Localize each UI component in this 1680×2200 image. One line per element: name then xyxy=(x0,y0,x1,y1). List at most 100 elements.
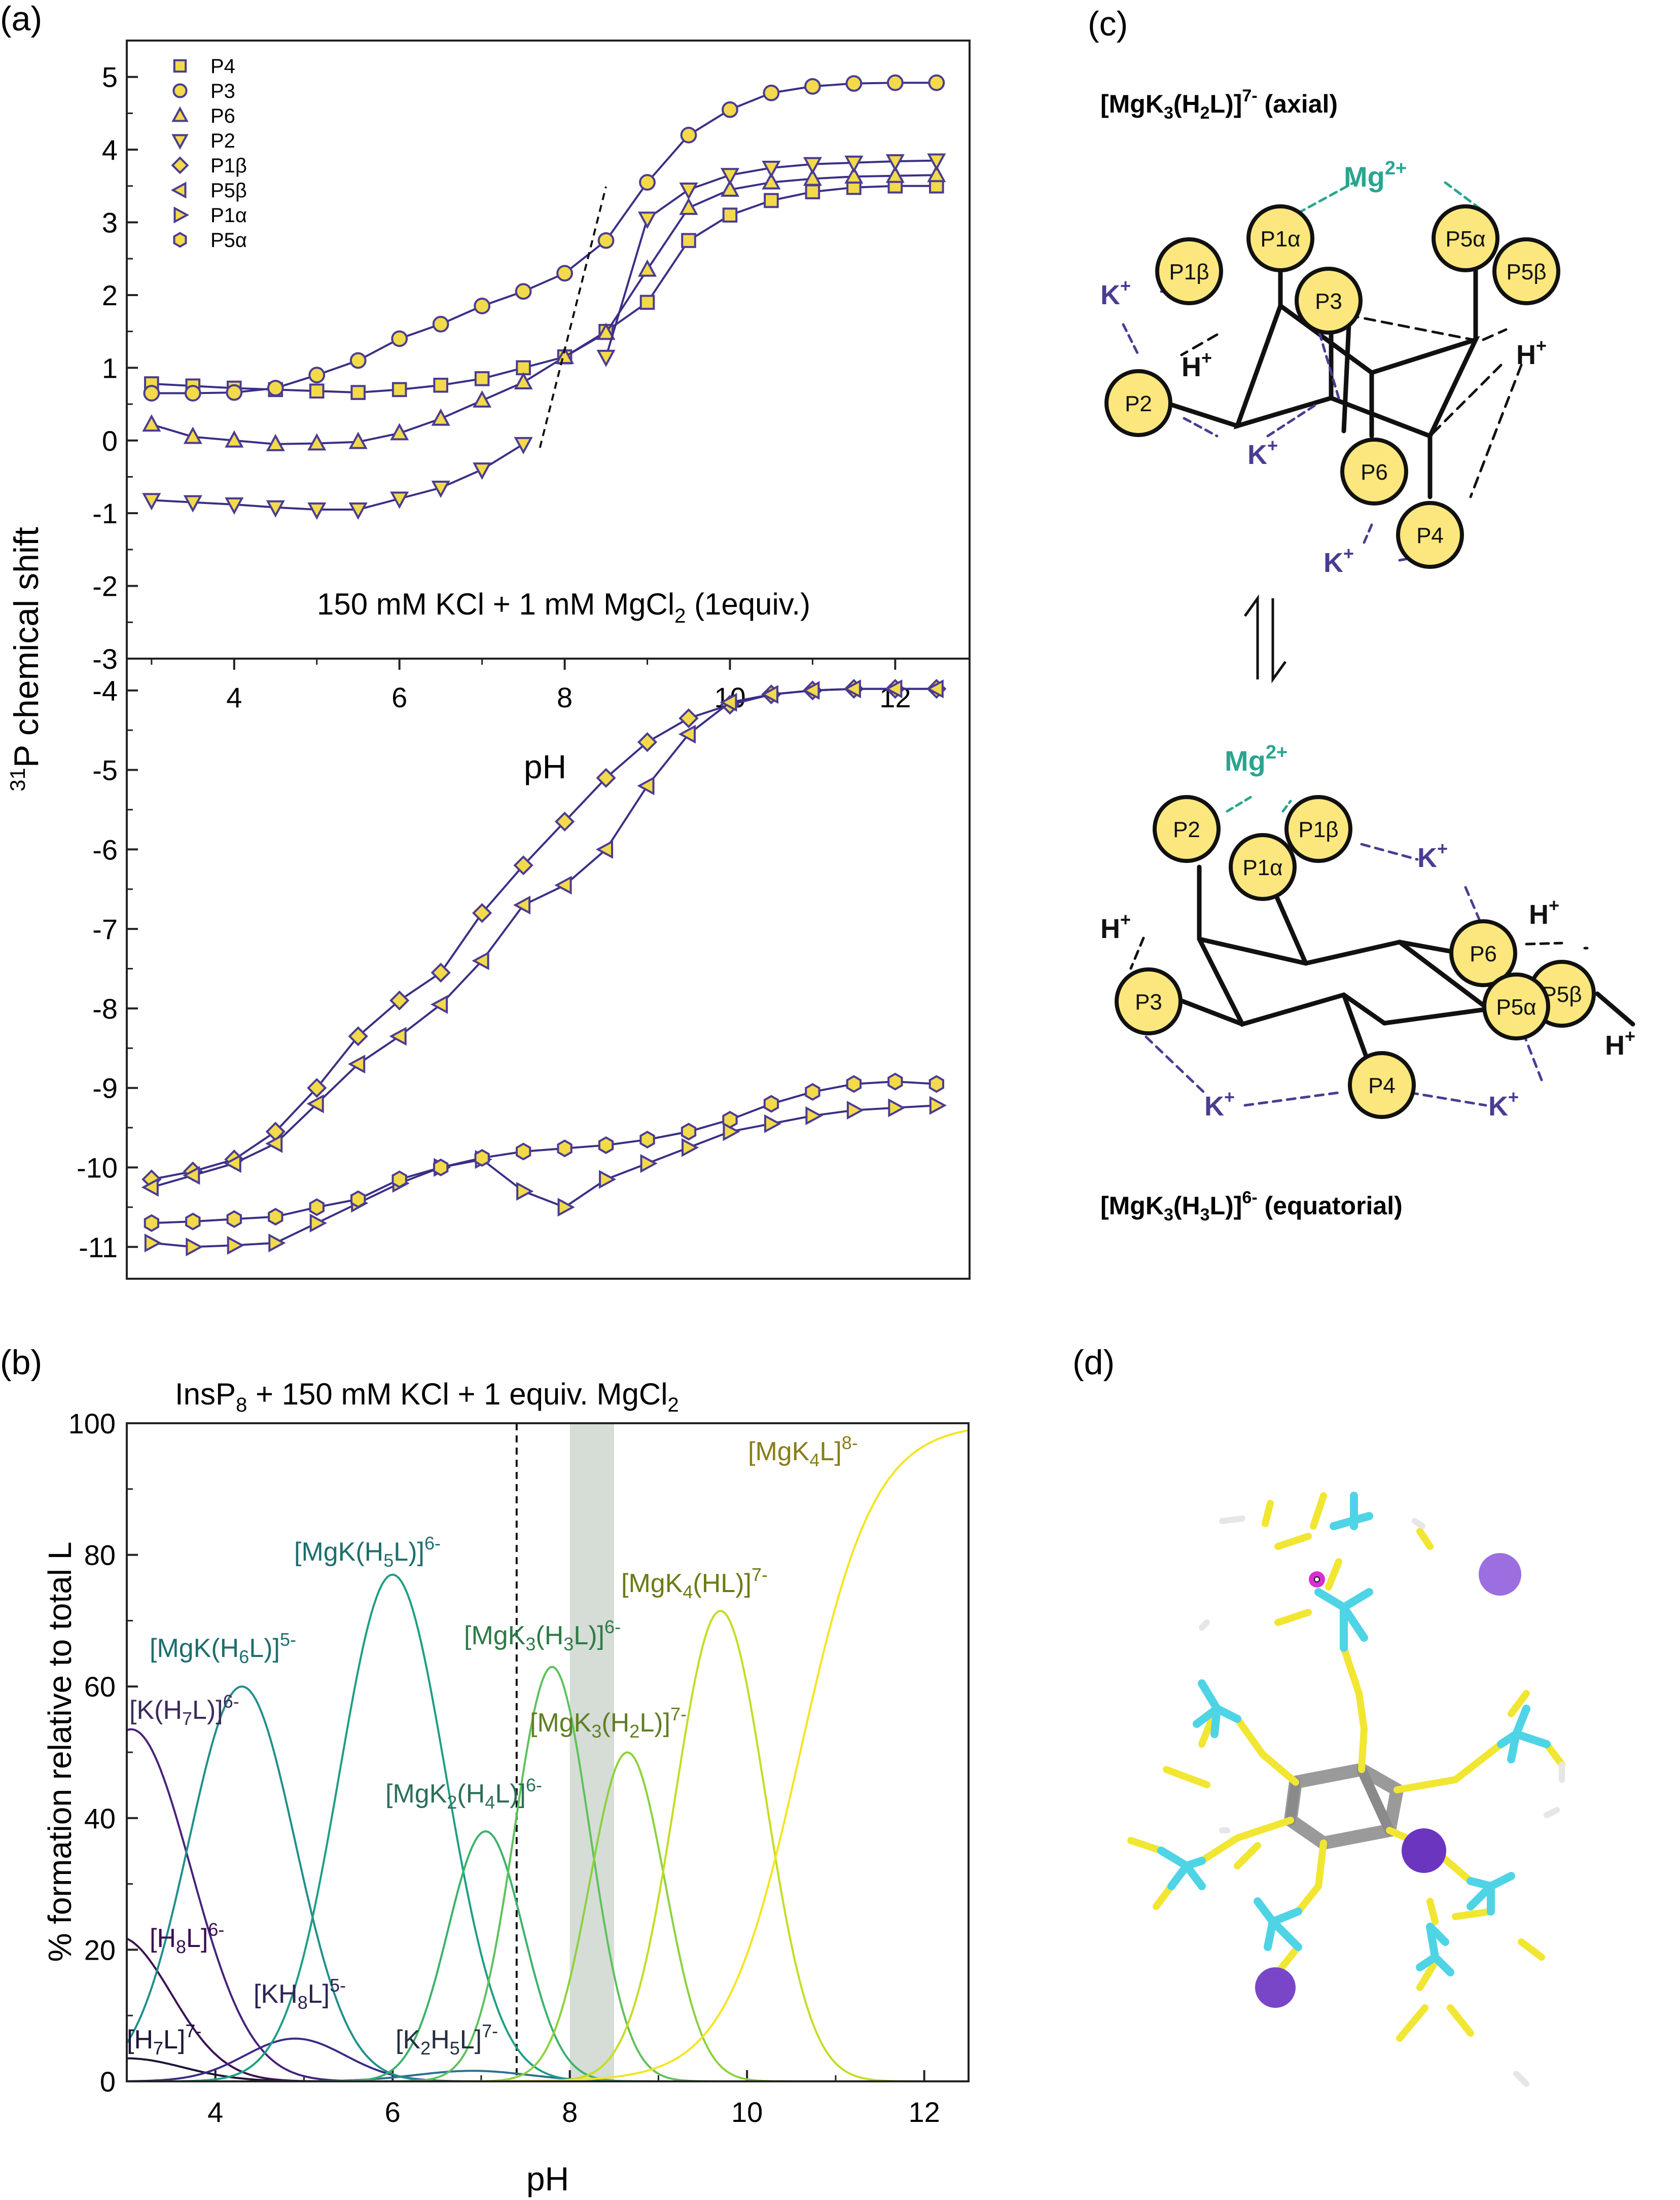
a-point-P3 xyxy=(515,283,532,300)
a-point-P2 xyxy=(679,182,698,200)
a-point-P2 xyxy=(142,493,161,511)
a-point-P6 xyxy=(885,165,905,183)
species-label: [MgK4(HL)]7- xyxy=(621,1564,768,1602)
a-point-P5α xyxy=(185,1212,201,1231)
a-point-P5α xyxy=(144,1214,160,1232)
a-point-P3 xyxy=(639,174,656,191)
a-point-P5β xyxy=(224,1154,241,1173)
a-yticklabel-top: 0 xyxy=(102,425,118,457)
a-yticklabel-top: -1 xyxy=(92,497,118,529)
bottom-mg-label: Mg2+ xyxy=(1225,742,1288,777)
a-line-P1α xyxy=(151,1104,937,1248)
a-point-P2 xyxy=(762,160,781,178)
a-point-P3 xyxy=(432,315,449,333)
a-yticklabel-top: -2 xyxy=(92,570,118,602)
a-yticklabel-bottom: -9 xyxy=(92,1072,118,1104)
a-point-P5α xyxy=(391,1170,407,1188)
a-point-P5β xyxy=(472,951,489,970)
panel-c: (c) [MgK3(H2L)]7- (axial) P1α P1β P5α P5β P3… xyxy=(1088,5,1635,1224)
a-point-P6 xyxy=(142,414,161,432)
a-point-P6 xyxy=(348,431,368,449)
bottom-k-label-3: K+ xyxy=(1488,1087,1519,1122)
a-yticklabel-bottom: -6 xyxy=(92,834,118,865)
a-yticklabel-bottom: -5 xyxy=(92,754,118,786)
a-point-P3 xyxy=(226,384,243,401)
bottom-node-P2 xyxy=(1153,795,1221,863)
legend-label-P3: P3 xyxy=(210,80,235,102)
a-point-P3 xyxy=(804,78,821,95)
legend-marker-P6 xyxy=(171,106,189,122)
top-title: [MgK3(H2L)]7- (axial) xyxy=(1100,86,1338,123)
bottom-h-label-3: H+ xyxy=(1605,1026,1635,1061)
panel-a-ylabel: 31P chemical shift xyxy=(6,527,46,791)
top-node-P1β xyxy=(1155,237,1223,305)
legend-marker-P2 xyxy=(171,134,189,150)
b-curve-[MgK3(H2L)]7- xyxy=(127,1751,969,2082)
a-point-P2 xyxy=(720,168,740,186)
a-xticklabel: 4 xyxy=(226,681,242,713)
panel-a: (a) 543210-1-2-3-4-5-6-7-8-9-10-11468101… xyxy=(0,0,971,1280)
a-point-P1α xyxy=(888,1098,906,1117)
panel-a-series xyxy=(141,74,947,1256)
a-point-P5β xyxy=(885,679,903,699)
bottom-node-label: P3 xyxy=(1135,990,1162,1015)
a-point-P5β xyxy=(720,693,737,712)
a-point-P5β xyxy=(265,1134,283,1153)
panel-b-series xyxy=(126,1429,969,2082)
equilibrium-arrows xyxy=(1243,594,1287,683)
a-point-P5α xyxy=(557,1139,573,1158)
a-point-P6 xyxy=(390,423,409,441)
a-point-P5α xyxy=(515,1142,531,1161)
a-point-P5β xyxy=(678,725,696,744)
panel-b-species-labels: [MgK4L]8- [MgK(H5L)]6- [MgK4(HL)]7- [MgK(H6… xyxy=(127,1432,858,2059)
a-point-P6 xyxy=(266,434,285,451)
a-point-P5β xyxy=(554,876,572,895)
a-point-P2 xyxy=(885,154,905,172)
a-point-P1α xyxy=(846,1101,865,1120)
bottom-node-label: P4 xyxy=(1368,1073,1396,1098)
a-point-P5β xyxy=(761,684,778,704)
a-yticklabel-bottom: -11 xyxy=(79,1231,118,1263)
legend-marker-P1α xyxy=(173,206,190,224)
k-ion-sphere-3 xyxy=(1255,1967,1296,2008)
a-point-P3 xyxy=(349,352,367,369)
a-point-P6 xyxy=(555,346,575,364)
a-yticklabel-top: 1 xyxy=(102,352,118,384)
panel-b-label: (b) xyxy=(0,1343,42,1382)
a-point-P3 xyxy=(474,298,491,314)
a-point-P2 xyxy=(596,349,616,368)
species-label: [MgK2(H4L)]6- xyxy=(385,1775,542,1813)
a-point-P5β xyxy=(926,679,944,699)
a-yticklabel-top: 3 xyxy=(102,207,118,239)
bottom-node-label: P1α xyxy=(1242,855,1282,880)
bottom-node-label: P6 xyxy=(1470,942,1497,966)
b-xticklabel: 6 xyxy=(385,2096,401,2128)
b-xticklabel: 12 xyxy=(908,2096,940,2128)
a-point-P5β xyxy=(183,1166,200,1185)
bottom-node-label: P5α xyxy=(1496,995,1536,1020)
a-point-P1α xyxy=(227,1236,245,1255)
species-label: [H7L]7- xyxy=(127,2021,201,2059)
b-xticklabel: 10 xyxy=(731,2096,763,2128)
a-point-P5α xyxy=(887,1072,903,1091)
b-curve-[MgK4L]8- xyxy=(127,1429,969,2082)
a-point-P5α xyxy=(309,1198,325,1216)
panel-b: (b) InsP8 + 150 mM KCl + 1 equiv. MgCl2 … xyxy=(0,1343,970,2197)
a-point-P5α xyxy=(763,1095,779,1113)
a-point-P4 xyxy=(309,383,325,399)
a-point-P3 xyxy=(928,74,945,91)
top-node-label: P1β xyxy=(1169,260,1209,284)
a-xticklabel: 8 xyxy=(557,681,573,713)
a-point-P2 xyxy=(637,211,657,229)
a-line-P6 xyxy=(151,174,937,445)
top-h-label-1: H+ xyxy=(1182,347,1212,382)
a-point-P3 xyxy=(597,232,615,249)
top-node-P3 xyxy=(1295,267,1363,335)
a-point-P4 xyxy=(639,295,655,310)
k-ion-sphere-2 xyxy=(1402,1828,1446,1873)
bottom-node-P4 xyxy=(1348,1051,1416,1119)
a-point-P6 xyxy=(679,197,698,215)
species-label: [K2H5L]7- xyxy=(396,2021,498,2059)
a-point-P5β xyxy=(802,681,820,700)
